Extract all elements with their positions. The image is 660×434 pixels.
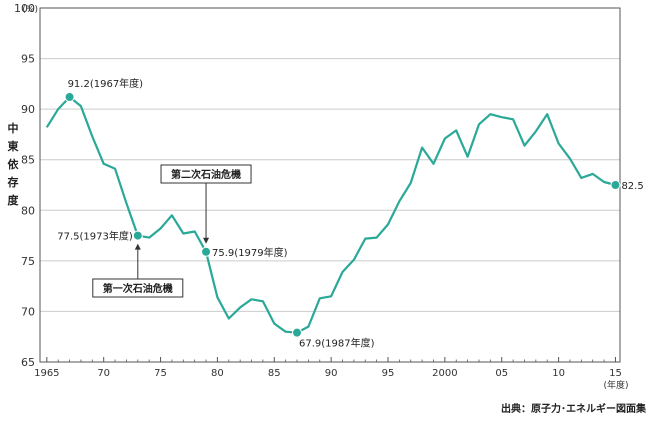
annotation: 第一次石油危機 xyxy=(92,243,184,298)
x-tick-label: 90 xyxy=(325,368,338,379)
y-axis-label: 中東依存度 xyxy=(6,120,20,210)
y-axis-label-char: 中 xyxy=(7,122,19,135)
x-unit-label: (年度) xyxy=(603,379,628,391)
y-tick-label: 95 xyxy=(21,53,35,66)
y-axis-label-char: 存 xyxy=(7,176,19,189)
highlight-points: 91.2(1967年度) 77.5(1973年度) 75.9(1979年度) 67.9… xyxy=(57,77,643,350)
y-tick-label: 90 xyxy=(21,103,35,116)
x-tick-label: 95 xyxy=(382,368,395,379)
x-tick-label: 85 xyxy=(268,368,281,379)
source-note: 出典：原子力･エネルギー図面集 xyxy=(501,404,646,415)
y-axis-label-char: 依 xyxy=(7,158,19,171)
y-tick-label: 65 xyxy=(21,356,35,369)
y-tick-label: 80 xyxy=(21,204,35,217)
axes: 65 70 75 80 85 90 95 100 1965 70 75 80 85 90 95 2000 05 1… xyxy=(14,2,629,391)
x-tick-label: 70 xyxy=(97,368,110,379)
data-label: 82.5 xyxy=(621,181,643,192)
data-label: 75.9(1979年度) xyxy=(212,246,288,259)
x-tick-label: 15 xyxy=(609,368,622,379)
highlight-point xyxy=(292,327,303,338)
highlight-point xyxy=(64,92,75,103)
annotations: 第一次石油危機 第二次石油危機 xyxy=(92,164,252,298)
x-tick-label: 10 xyxy=(552,368,565,379)
grid xyxy=(40,58,620,312)
x-tick-label: 1965 xyxy=(34,368,59,379)
x-tick-label: 2000 xyxy=(432,368,457,379)
y-axis-label-char: 東 xyxy=(7,140,19,153)
y-axis-label-char: 度 xyxy=(7,194,19,207)
plot-frame xyxy=(39,7,621,363)
highlight-point xyxy=(132,230,143,241)
y-tick-label: 85 xyxy=(21,154,35,167)
highlight-point xyxy=(610,180,621,190)
x-tick-label: 05 xyxy=(495,368,508,379)
annotation-text: 第一次石油危機 xyxy=(103,282,173,295)
annotation-arrowhead xyxy=(134,243,141,250)
x-tick-label: 80 xyxy=(211,368,224,379)
y-tick-label: 70 xyxy=(21,305,35,318)
y-tick-label: 75 xyxy=(21,255,35,268)
annotation: 第二次石油危機 xyxy=(160,164,252,244)
data-label: 77.5(1973年度) xyxy=(57,230,133,243)
annotation-arrowhead xyxy=(203,237,210,244)
x-tick-label: 75 xyxy=(154,368,167,379)
annotation-text: 第二次石油危機 xyxy=(171,168,241,181)
y-unit-label: (%) xyxy=(22,5,38,15)
highlight-point xyxy=(201,246,212,257)
data-label: 91.2(1967年度) xyxy=(68,77,144,90)
y-tick-label: 100 xyxy=(14,2,35,15)
data-label: 67.9(1987年度) xyxy=(299,337,375,350)
